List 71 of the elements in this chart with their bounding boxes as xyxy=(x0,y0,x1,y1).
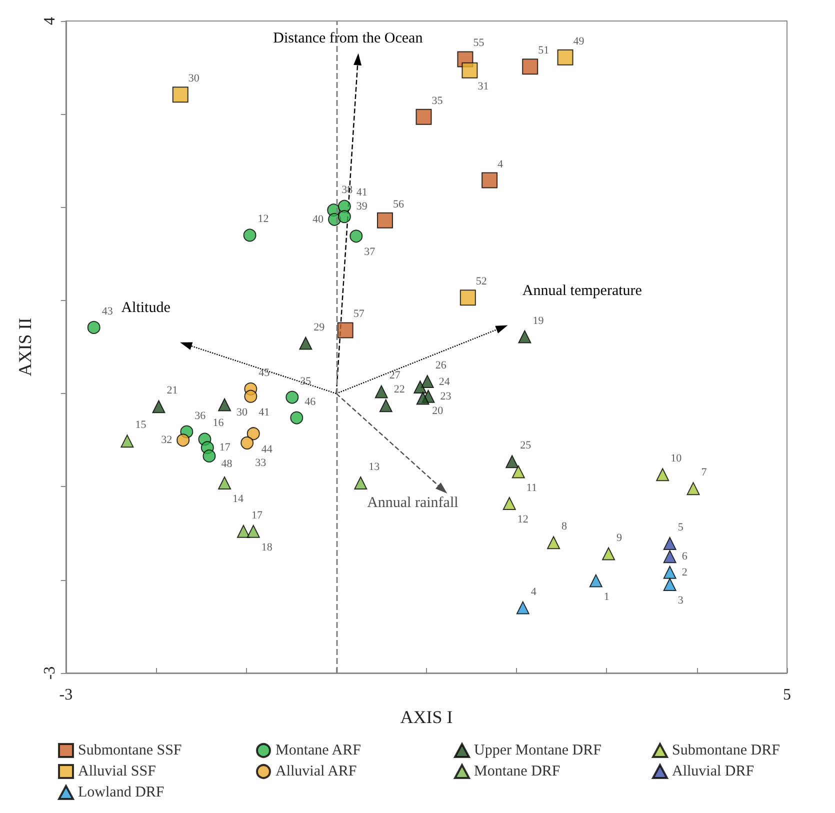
annotation: 4 xyxy=(530,586,537,598)
annotation: 30 xyxy=(236,406,248,419)
annotation: 1 xyxy=(604,590,610,603)
annotation: 55 xyxy=(473,37,485,50)
annotation: 48 xyxy=(221,458,233,470)
legend-label: Alluvial SSF xyxy=(78,764,156,780)
annotation: 12 xyxy=(517,513,528,526)
annotation: 15 xyxy=(135,419,147,432)
annotation: 35 xyxy=(432,94,444,107)
annotation: 13 xyxy=(368,460,380,473)
annotation: 32 xyxy=(161,434,172,446)
annotation: 39 xyxy=(356,200,368,212)
y-axis-title: AXIS II xyxy=(15,318,35,376)
annotation: 11 xyxy=(526,482,537,494)
annotation: 38 xyxy=(342,184,354,196)
annotation: 46 xyxy=(304,396,316,408)
series-label: Annual rainfall xyxy=(367,494,458,511)
annotation: 30 xyxy=(188,72,200,85)
annotation: 36 xyxy=(194,410,206,422)
annotation: 9 xyxy=(616,532,623,544)
annotation: 56 xyxy=(392,198,404,210)
annotation: 37 xyxy=(364,246,376,258)
annotation: 19 xyxy=(532,314,544,327)
annotation: 44 xyxy=(261,444,273,456)
annotation: 8 xyxy=(562,520,568,533)
legend-label: Submontane DRF xyxy=(672,742,780,758)
annotation: 51 xyxy=(538,44,550,57)
annotation: 35 xyxy=(300,375,312,388)
annotation: 45 xyxy=(258,366,270,379)
annotation: 23 xyxy=(440,390,452,402)
legend-label: Lowland DRF xyxy=(78,784,164,800)
annotation: 18 xyxy=(261,541,273,554)
annotation: 2 xyxy=(682,566,688,578)
annotation: 17 xyxy=(219,442,231,454)
legend-label: Montane DRF xyxy=(474,764,560,780)
annotation: 10 xyxy=(670,452,682,465)
annotation: 7 xyxy=(701,466,708,479)
annotation: 22 xyxy=(394,384,405,396)
annotation: 41 xyxy=(258,406,270,418)
annotation: 17 xyxy=(251,509,263,522)
x-axis-title: AXIS I xyxy=(400,706,453,727)
annotation: 52 xyxy=(476,276,487,288)
series-label: Altitude xyxy=(121,300,171,316)
annotation: 40 xyxy=(312,213,324,226)
series-label: Distance from the Ocean xyxy=(273,30,424,46)
annotation: 21 xyxy=(166,384,178,397)
annotation: 5 xyxy=(678,522,684,534)
annotation: 20 xyxy=(432,405,444,418)
annotation: 29 xyxy=(314,321,326,334)
annotation: 16 xyxy=(212,417,224,430)
annotation: 33 xyxy=(255,456,267,469)
legend-label: Montane ARF xyxy=(276,742,361,758)
legend-label: Alluvial DRF xyxy=(672,764,754,780)
annotation: 24 xyxy=(438,376,450,388)
annotation: 6 xyxy=(682,550,688,563)
annotation: 57 xyxy=(353,308,365,320)
annotation: 12 xyxy=(258,213,269,226)
legend-label: Alluvial ARF xyxy=(276,764,357,780)
legend-label: Upper Montane DRF xyxy=(474,742,602,758)
annotation: 49 xyxy=(573,35,585,48)
annotation: 27 xyxy=(389,370,401,382)
annotation: 26 xyxy=(435,359,447,372)
annotation: 25 xyxy=(520,440,532,452)
annotation: 4 xyxy=(498,158,504,170)
annotation: 43 xyxy=(102,305,114,318)
annotation: 41 xyxy=(356,186,368,199)
legend-label: Submontane SSF xyxy=(78,742,182,758)
annotation: 31 xyxy=(478,80,489,92)
annotation: 3 xyxy=(678,594,684,607)
text: Annual temperature xyxy=(522,283,642,300)
annotation: 14 xyxy=(232,492,244,505)
